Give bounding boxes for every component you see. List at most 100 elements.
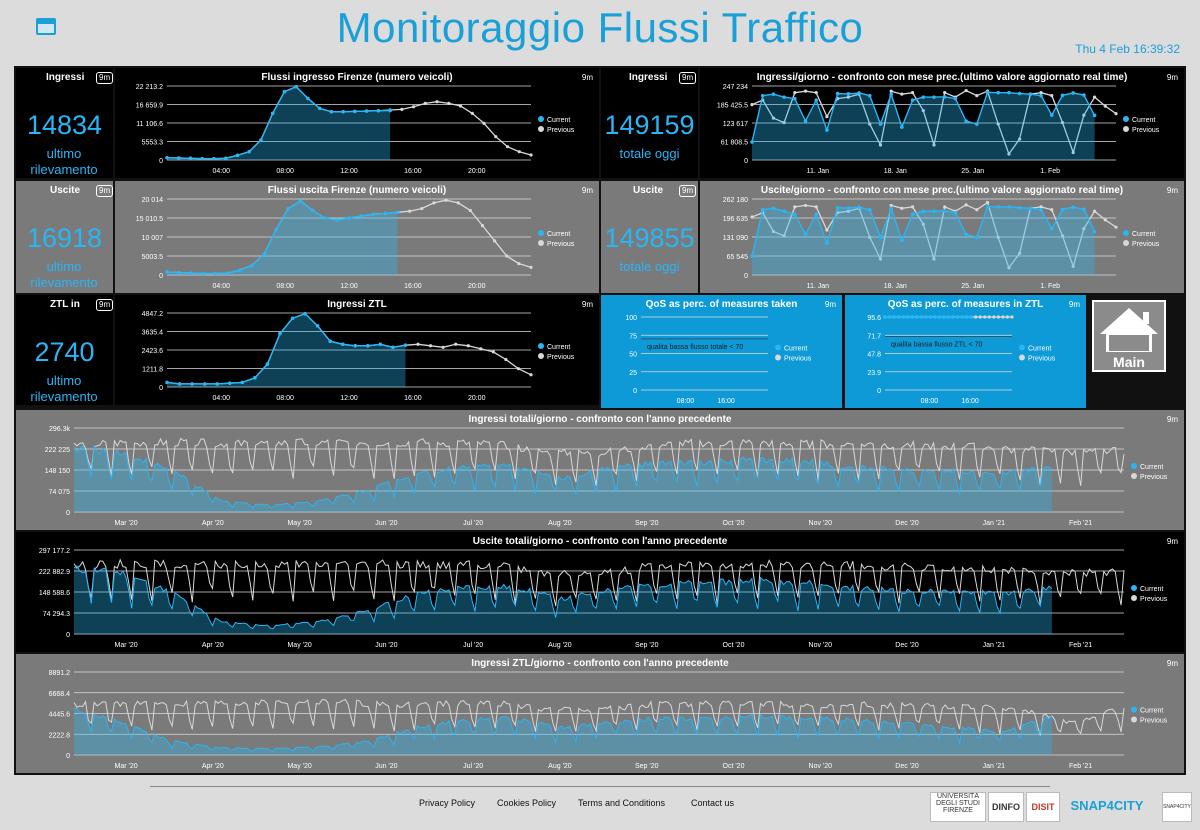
previous-point <box>1060 234 1065 238</box>
previous-point <box>803 203 808 208</box>
cookies-policy-link[interactable]: Cookies Policy <box>497 798 557 808</box>
series-current-line <box>73 707 1053 753</box>
x-tick-label: Jun '20 <box>375 520 397 527</box>
x-tick-label: 16:00 <box>404 395 422 402</box>
previous-point <box>974 315 978 319</box>
previous-point <box>400 107 404 111</box>
current-point <box>946 315 951 319</box>
current-point <box>878 235 883 240</box>
current-point <box>996 90 1001 95</box>
previous-point <box>910 205 915 209</box>
current-point <box>341 109 345 114</box>
x-tick-label: Dec '20 <box>895 642 919 649</box>
legend-current-marker <box>775 344 781 351</box>
current-point <box>921 95 926 99</box>
current-point <box>1071 91 1075 95</box>
previous-point <box>432 201 436 205</box>
current-point <box>165 155 169 160</box>
current-point <box>975 122 979 126</box>
previous-point <box>420 206 424 211</box>
datetime: Thu 4 Feb 16:39:32 <box>1075 42 1180 56</box>
previous-point <box>444 198 448 202</box>
previous-point <box>996 315 1000 319</box>
chart-svg: Uscite/giorno - confronto con mese prec.… <box>723 185 1179 290</box>
previous-point <box>1010 315 1014 319</box>
previous-point <box>878 257 883 261</box>
page-title: Monitoraggio Flussi Traffico <box>336 4 864 51</box>
previous-point <box>793 205 797 209</box>
contact-link[interactable]: Contact us <box>691 798 735 808</box>
current-point <box>985 90 990 95</box>
legend-previous-marker <box>1123 240 1129 246</box>
previous-point <box>900 92 904 96</box>
x-tick-label: 20:00 <box>468 395 486 402</box>
previous-point <box>435 100 439 104</box>
current-point <box>896 315 901 319</box>
previous-point <box>889 89 893 93</box>
previous-point <box>943 91 947 95</box>
chart-svg: QoS as perc. of measures taken 9m 100 75 50 2… <box>625 299 836 405</box>
current-point <box>889 92 893 96</box>
window-icon[interactable] <box>36 18 56 35</box>
x-tick-label: Dec '20 <box>895 763 919 770</box>
current-point <box>1039 93 1043 98</box>
legend-previous: Previous <box>1028 356 1056 363</box>
previous-point <box>1050 208 1054 212</box>
current-point <box>835 205 840 210</box>
current-point <box>303 311 307 316</box>
legend-previous: Previous <box>547 127 575 134</box>
threshold-label: qualita bassa flusso ZTL < 70 <box>891 342 982 349</box>
previous-point <box>921 109 925 113</box>
y-tick-label: 74 075 <box>49 489 71 496</box>
previous-point <box>846 209 850 213</box>
current-point <box>329 109 334 114</box>
footer-divider <box>150 786 1050 787</box>
series-previous-line <box>73 698 1125 736</box>
current-point <box>165 380 169 385</box>
refresh-badge: 9m <box>1167 659 1178 668</box>
x-tick-label: Mar '20 <box>115 763 138 770</box>
current-point <box>928 315 933 319</box>
current-point <box>942 95 947 99</box>
legend-previous-marker <box>1019 354 1025 361</box>
previous-point <box>1001 315 1005 319</box>
privacy-policy-link[interactable]: Privacy Policy <box>419 798 476 808</box>
current-point <box>964 232 968 237</box>
x-tick-label: Feb '21 <box>1069 763 1092 770</box>
previous-point <box>1039 205 1043 209</box>
kpi-subtitle: ultimo rilevamento <box>30 146 98 177</box>
legend-previous: Previous <box>1132 127 1160 134</box>
previous-point <box>454 342 458 346</box>
kpi-value: 149855 <box>604 223 695 253</box>
previous-point <box>1082 227 1086 231</box>
previous-point <box>782 234 786 238</box>
terms-link[interactable]: Terms and Conditions <box>578 798 666 808</box>
refresh-badge: 9m <box>1167 73 1178 82</box>
x-tick-label: Nov '20 <box>809 642 833 649</box>
x-tick-label: Nov '20 <box>809 763 833 770</box>
main-home-button[interactable]: Main <box>1092 300 1166 372</box>
refresh-badge: 9m <box>582 73 593 82</box>
current-point <box>378 342 383 347</box>
current-point <box>201 271 206 276</box>
current-point <box>905 315 910 319</box>
current-point <box>793 96 797 101</box>
previous-point <box>900 206 904 210</box>
previous-point <box>428 344 433 348</box>
legend-previous-marker <box>1123 126 1129 132</box>
legend-previous-marker <box>1131 473 1137 479</box>
previous-point <box>793 91 797 95</box>
disit-logo: DISIT <box>1026 792 1060 822</box>
y-tick-label: 71.7 <box>867 333 881 340</box>
main-label: Main <box>1113 354 1145 370</box>
y-tick-label: 75 <box>629 333 637 340</box>
x-tick-label: Jun '20 <box>375 642 397 649</box>
x-tick-label: 12:00 <box>340 283 358 290</box>
y-tick-label: 0 <box>744 158 748 165</box>
current-point <box>215 382 220 386</box>
chart-uscite-giorno: Uscite/giorno - confronto con mese prec.… <box>700 181 1184 293</box>
current-point <box>189 271 194 275</box>
current-point <box>282 89 287 94</box>
current-point <box>298 199 303 203</box>
previous-point <box>1103 218 1107 222</box>
